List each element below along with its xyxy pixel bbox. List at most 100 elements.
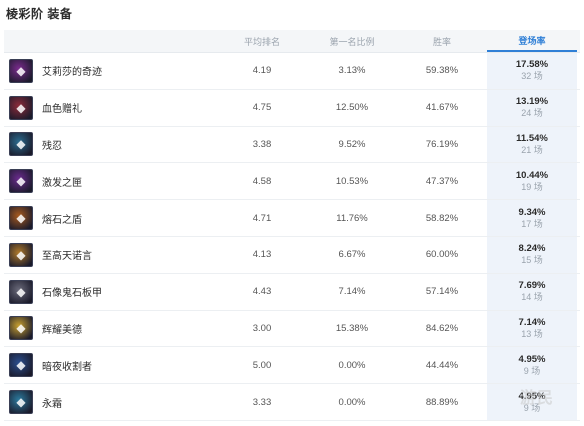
pick-rate-value: 7.69% bbox=[518, 280, 546, 292]
item-name[interactable]: 石像鬼石板甲 bbox=[42, 288, 102, 300]
table-row[interactable]: ◆ 激发之匣 4.58 10.53% 47.37% 10.44% 19 场 bbox=[4, 163, 580, 201]
pick-rate-cell: 4.95% 9 场 bbox=[487, 347, 577, 384]
pick-rate-value: 10.44% bbox=[515, 169, 549, 181]
table-row[interactable]: ◆ 熔石之盾 4.71 11.76% 58.82% 9.34% 17 场 bbox=[4, 200, 580, 237]
item-name[interactable]: 艾莉莎的奇迹 bbox=[42, 67, 102, 79]
avg-rank-value: 4.43 bbox=[252, 286, 272, 298]
win-rate-value: 60.00% bbox=[425, 249, 459, 261]
promise-icon: ◆ bbox=[9, 242, 33, 267]
games-count: 32 场 bbox=[521, 71, 543, 82]
shield-icon: ◆ bbox=[9, 206, 33, 231]
table-row[interactable]: ◆ 至高天诺言 4.13 6.67% 60.00% 8.24% 15 场 bbox=[4, 236, 580, 274]
win-rate-value: 76.19% bbox=[425, 138, 459, 150]
table-row[interactable]: ◆ 残忍 3.38 9.52% 76.19% 11.54% 21 场 bbox=[4, 126, 580, 164]
pick-rate-cell: 10.44% 19 场 bbox=[487, 163, 577, 200]
frost-icon: ◆ bbox=[9, 390, 33, 415]
avg-rank-value: 3.38 bbox=[252, 138, 272, 150]
equipment-table: 平均排名 第一名比例 胜率 登场率 ◆ 艾莉莎的奇迹 4.19 3.13% 59.38%… bbox=[4, 30, 580, 421]
pick-rate-value: 17.58% bbox=[515, 59, 549, 71]
table-row[interactable]: ◆ 辉耀美德 3.00 15.38% 84.62% 7.14% 13 场 bbox=[4, 310, 580, 348]
first-rate-value: 12.50% bbox=[335, 102, 369, 114]
win-rate-value: 88.89% bbox=[425, 396, 459, 408]
cruelty-icon: ◆ bbox=[9, 132, 33, 157]
avg-rank-value: 3.00 bbox=[252, 322, 272, 334]
avg-rank-value: 4.71 bbox=[252, 212, 272, 224]
item-name[interactable]: 残忍 bbox=[42, 140, 62, 152]
games-count: 9 场 bbox=[523, 365, 541, 376]
pick-rate-cell: 9.34% 17 场 bbox=[487, 200, 577, 236]
item-name[interactable]: 至高天诺言 bbox=[42, 251, 92, 263]
win-rate-value: 44.44% bbox=[425, 359, 459, 371]
avg-rank-value: 3.33 bbox=[252, 396, 272, 408]
games-count: 24 场 bbox=[521, 108, 543, 119]
win-rate-value: 41.67% bbox=[425, 102, 459, 114]
avg-rank-value: 5.00 bbox=[252, 359, 272, 371]
header-win-rate[interactable]: 胜率 bbox=[432, 36, 451, 47]
item-name[interactable]: 暗夜收割者 bbox=[42, 361, 92, 373]
pick-rate-cell: 13.19% 24 场 bbox=[487, 89, 577, 126]
table-row[interactable]: ◆ 艾莉莎的奇迹 4.19 3.13% 59.38% 17.58% 32 场 bbox=[4, 53, 580, 90]
table-header: 平均排名 第一名比例 胜率 登场率 bbox=[4, 30, 580, 53]
table-row[interactable]: ◆ 暗夜收割者 5.00 0.00% 44.44% 4.95% 9 场 bbox=[4, 347, 580, 385]
table-body: ◆ 艾莉莎的奇迹 4.19 3.13% 59.38% 17.58% 32 场 ◆ 血色赠礼 4.7… bbox=[4, 53, 580, 421]
gem-icon: ◆ bbox=[9, 58, 33, 83]
games-count: 17 场 bbox=[521, 218, 543, 229]
pick-rate-cell: 7.14% 13 场 bbox=[487, 310, 577, 347]
first-rate-value: 11.76% bbox=[336, 212, 368, 224]
box-icon: ◆ bbox=[9, 169, 33, 194]
pick-rate-value: 7.14% bbox=[518, 316, 546, 328]
pick-rate-value: 4.95% bbox=[518, 353, 546, 365]
first-rate-value: 0.00% bbox=[338, 396, 366, 408]
header-pick-rate[interactable]: 登场率 bbox=[487, 30, 577, 52]
avg-rank-value: 4.58 bbox=[252, 175, 272, 187]
item-name[interactable]: 永霜 bbox=[42, 398, 62, 410]
pick-rate-cell: 4.95% 9 场 bbox=[487, 384, 577, 420]
item-name[interactable]: 血色赠礼 bbox=[42, 104, 82, 116]
virtue-icon: ◆ bbox=[9, 316, 33, 341]
pick-rate-value: 9.34% bbox=[518, 206, 546, 218]
pick-rate-value: 8.24% bbox=[518, 243, 546, 255]
pick-rate-value: 4.95% bbox=[518, 390, 546, 402]
win-rate-value: 47.37% bbox=[425, 175, 459, 187]
table-row[interactable]: ◆ 永霜 3.33 0.00% 88.89% 4.95% 9 场 bbox=[4, 384, 580, 421]
first-rate-value: 6.67% bbox=[338, 249, 366, 261]
pick-rate-cell: 17.58% 32 场 bbox=[487, 53, 577, 89]
pick-rate-cell: 8.24% 15 场 bbox=[487, 236, 577, 273]
pick-rate-cell: 7.69% 14 场 bbox=[487, 273, 577, 310]
first-rate-value: 7.14% bbox=[338, 286, 366, 298]
item-name[interactable]: 辉耀美德 bbox=[42, 324, 82, 336]
first-rate-value: 0.00% bbox=[338, 359, 366, 371]
pick-rate-value: 11.54% bbox=[516, 132, 548, 144]
games-count: 13 场 bbox=[521, 328, 543, 339]
pick-rate-value: 13.19% bbox=[515, 96, 549, 108]
win-rate-value: 59.38% bbox=[425, 65, 459, 77]
reaper-icon: ◆ bbox=[9, 353, 33, 378]
games-count: 9 场 bbox=[523, 402, 541, 413]
pick-rate-cell: 11.54% 21 场 bbox=[487, 126, 577, 163]
table-row[interactable]: ◆ 血色赠礼 4.75 12.50% 41.67% 13.19% 24 场 bbox=[4, 89, 580, 127]
header-first-rate[interactable]: 第一名比例 bbox=[329, 36, 375, 47]
games-count: 14 场 bbox=[521, 292, 543, 303]
page-title: 棱彩阶 装备 bbox=[6, 7, 73, 21]
avg-rank-value: 4.19 bbox=[252, 65, 272, 77]
first-rate-value: 10.53% bbox=[335, 175, 369, 187]
games-count: 19 场 bbox=[521, 181, 543, 192]
table-row[interactable]: ◆ 石像鬼石板甲 4.43 7.14% 57.14% 7.69% 14 场 bbox=[4, 273, 580, 311]
first-rate-value: 15.38% bbox=[335, 322, 369, 334]
games-count: 15 场 bbox=[521, 255, 543, 266]
avg-rank-value: 4.13 bbox=[252, 249, 272, 261]
games-count: 21 场 bbox=[521, 144, 543, 155]
item-name[interactable]: 激发之匣 bbox=[42, 177, 82, 189]
watermark: 游民 bbox=[519, 390, 554, 407]
avg-rank-value: 4.75 bbox=[252, 102, 272, 114]
armor-icon: ◆ bbox=[9, 279, 33, 304]
first-rate-value: 9.52% bbox=[338, 138, 366, 150]
item-name[interactable]: 熔石之盾 bbox=[42, 214, 82, 226]
first-rate-value: 3.13% bbox=[338, 65, 366, 77]
win-rate-value: 57.14% bbox=[425, 286, 459, 298]
win-rate-value: 84.62% bbox=[425, 322, 459, 334]
header-avg-rank[interactable]: 平均排名 bbox=[243, 36, 280, 47]
win-rate-value: 58.82% bbox=[425, 212, 459, 224]
blood-gift-icon: ◆ bbox=[9, 95, 33, 120]
